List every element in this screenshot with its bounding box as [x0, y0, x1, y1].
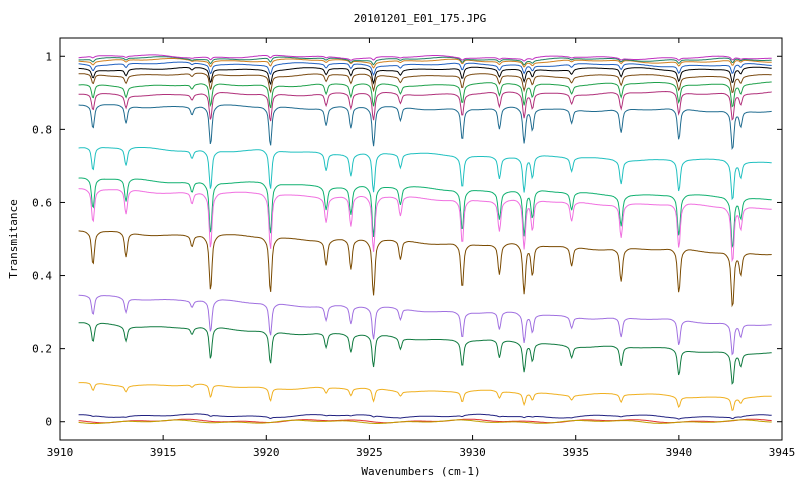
series-line: [78, 294, 772, 356]
x-axis-label: Wavenumbers (cm-1): [361, 465, 480, 478]
series-layer: [78, 54, 772, 425]
series-line: [78, 147, 772, 201]
y-tick-label: 0.4: [32, 270, 52, 283]
series-line: [78, 177, 772, 249]
series-line: [78, 322, 772, 385]
y-tick-label: 0.8: [32, 123, 52, 136]
series-line: [78, 90, 772, 122]
series-line: [78, 188, 772, 263]
series-line: [78, 230, 772, 308]
x-tick-label: 3925: [356, 446, 383, 459]
y-tick-label: 0.6: [32, 196, 52, 209]
y-tick-label: 0.2: [32, 343, 52, 356]
series-line: [78, 61, 772, 77]
x-tick-label: 3935: [562, 446, 589, 459]
series-line: [78, 54, 772, 62]
y-axis-label: Transmitance: [7, 199, 20, 278]
series-line: [78, 104, 772, 150]
y-tick-label: 0: [45, 416, 52, 429]
ticks-layer: 3910 3915 3920 3925 3930 3935 3940 3945 0 0.2 0.4 0…: [32, 38, 795, 459]
series-line: [78, 72, 772, 94]
x-tick-label: 3910: [47, 446, 74, 459]
chart-title: 20101201_E01_175.JPG: [354, 12, 486, 25]
x-tick-label: 3945: [769, 446, 796, 459]
series-line: [78, 382, 772, 411]
series-line: [78, 66, 772, 86]
series-line: [78, 56, 772, 66]
series-line: [78, 418, 772, 424]
series-line: [78, 419, 772, 425]
x-tick-label: 3915: [150, 446, 177, 459]
x-tick-label: 3920: [253, 446, 280, 459]
series-line: [78, 413, 772, 420]
series-line: [78, 81, 772, 109]
y-tick-label: 1: [45, 50, 52, 63]
x-tick-label: 3940: [666, 446, 693, 459]
x-tick-label: 3930: [459, 446, 486, 459]
plot-frame: [59, 37, 783, 441]
series-line: [78, 58, 772, 69]
